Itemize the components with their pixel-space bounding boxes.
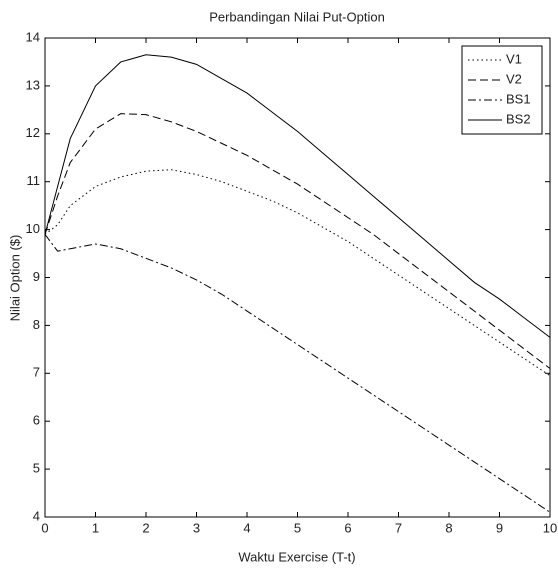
x-tick-label: 9 (496, 520, 503, 535)
series-line (45, 234, 550, 512)
y-tick-label: 10 (26, 221, 40, 236)
y-tick-label: 13 (26, 77, 40, 92)
legend-label: BS2 (506, 111, 531, 126)
x-tick-label: 10 (543, 520, 557, 535)
page: {"chart_data": {"type": "line", "title":… (0, 0, 558, 570)
x-tick-label: 8 (445, 520, 452, 535)
y-axis-label: Nilai Option ($) (7, 235, 22, 322)
x-tick-label: 7 (395, 520, 402, 535)
x-tick-label: 5 (294, 520, 301, 535)
x-tick-label: 2 (142, 520, 149, 535)
legend-label: BS1 (506, 91, 531, 106)
legend-label: V2 (506, 71, 522, 86)
x-tick-label: 0 (41, 520, 48, 535)
legend-label: V1 (506, 51, 522, 66)
x-tick-label: 3 (193, 520, 200, 535)
y-tick-label: 4 (33, 508, 40, 523)
y-tick-label: 11 (27, 173, 41, 188)
chart: Perbandingan Nilai Put-Option Waktu Exer… (0, 0, 558, 570)
y-tick-label: 5 (33, 461, 40, 476)
y-tick-label: 9 (33, 269, 40, 284)
y-tick-label: 14 (26, 29, 40, 44)
series-line (45, 170, 550, 376)
x-tick-label: 6 (344, 520, 351, 535)
y-tick-label: 6 (33, 413, 40, 428)
chart-title: Perbandingan Nilai Put-Option (209, 9, 385, 24)
x-tick-label: 1 (92, 520, 99, 535)
x-axis-label: Waktu Exercise (T-t) (238, 549, 355, 564)
x-tick-label: 4 (243, 520, 250, 535)
series-line (45, 114, 550, 369)
y-tick-label: 7 (33, 365, 40, 380)
y-tick-label: 8 (33, 317, 40, 332)
y-tick-label: 12 (26, 125, 40, 140)
